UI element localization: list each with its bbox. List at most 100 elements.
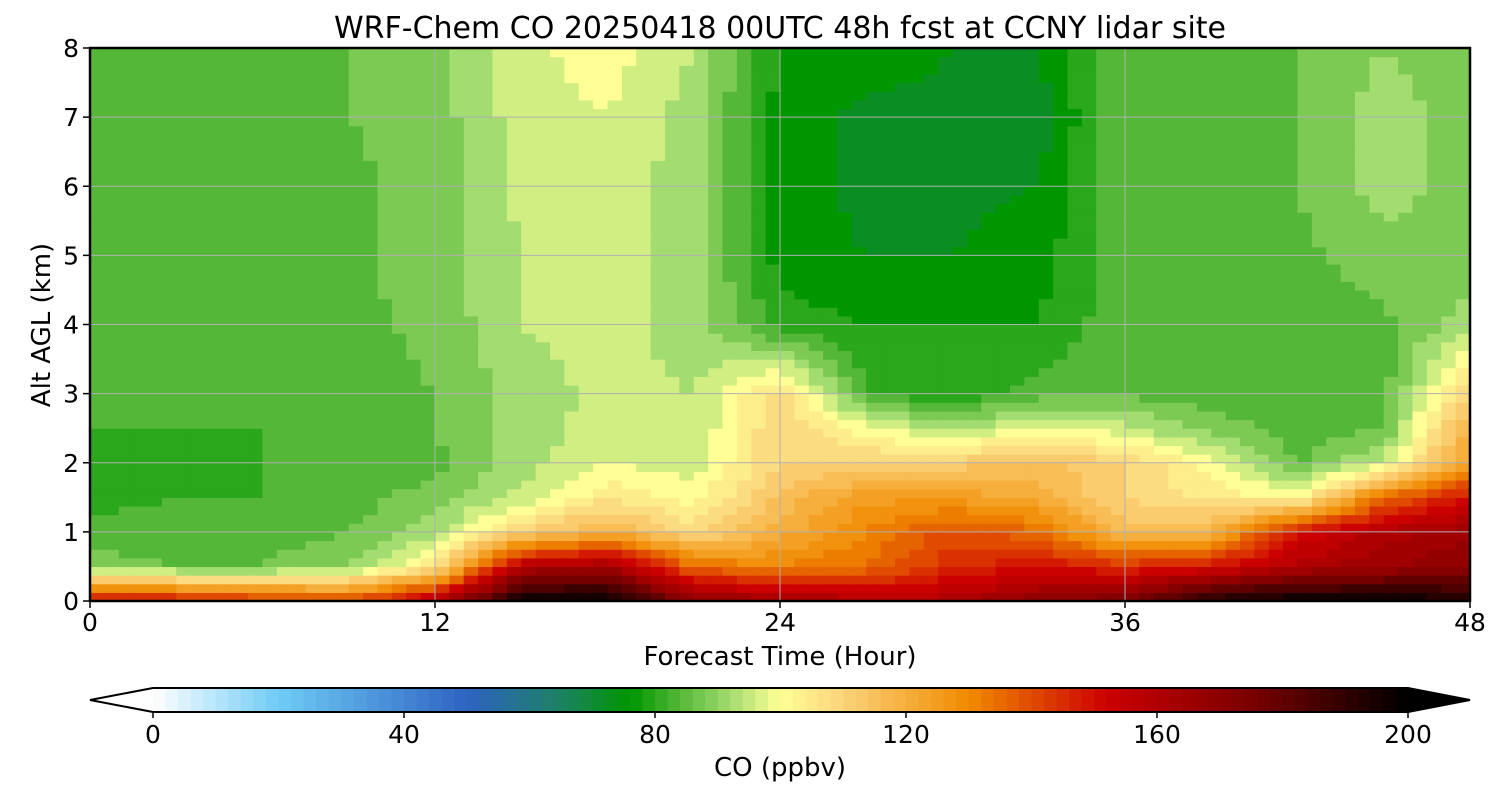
- heatmap-cell: [966, 384, 982, 395]
- heatmap-cell: [1081, 117, 1097, 127]
- heatmap-cell: [334, 376, 350, 386]
- heatmap-cell: [1182, 134, 1198, 144]
- heatmap-cell: [147, 350, 163, 360]
- heatmap-cell: [133, 523, 149, 533]
- heatmap-cell: [895, 212, 910, 222]
- heatmap-cell: [1010, 194, 1025, 205]
- heatmap-cell: [276, 376, 292, 386]
- heatmap-cell: [176, 82, 192, 92]
- heatmap-cell: [751, 436, 767, 447]
- heatmap-cell: [823, 151, 839, 161]
- heatmap-cell: [952, 91, 968, 101]
- heatmap-cell: [564, 298, 580, 308]
- heatmap-cell: [478, 445, 494, 455]
- heatmap-cell: [823, 333, 839, 343]
- heatmap-cell: [895, 350, 910, 360]
- heatmap-cell: [348, 82, 364, 92]
- heatmap-cell: [1182, 160, 1198, 170]
- heatmap-cell: [435, 220, 450, 231]
- heatmap-cell: [219, 73, 235, 84]
- heatmap-cell: [90, 410, 105, 421]
- heatmap-cell: [751, 488, 767, 498]
- heatmap-cell: [794, 549, 810, 559]
- heatmap-cell: [463, 393, 479, 403]
- heatmap-cell: [679, 48, 695, 58]
- heatmap-cell: [506, 402, 522, 412]
- heatmap-cell: [1139, 454, 1155, 464]
- heatmap-cell: [334, 56, 350, 66]
- heatmap-cell: [391, 566, 407, 576]
- heatmap-cell: [1196, 575, 1212, 585]
- heatmap-cell: [248, 575, 264, 585]
- heatmap-cell: [420, 523, 436, 533]
- heatmap-cell: [320, 125, 335, 136]
- heatmap-cell: [348, 480, 364, 490]
- heatmap-cell: [1182, 177, 1198, 187]
- heatmap-cell: [966, 359, 982, 369]
- heatmap-cell: [1010, 497, 1025, 507]
- heatmap-cell: [765, 246, 781, 256]
- heatmap-cell: [736, 505, 752, 516]
- heatmap-cell: [233, 410, 249, 421]
- heatmap-cell: [535, 497, 551, 507]
- heatmap-cell: [435, 557, 450, 568]
- heatmap-cell: [794, 350, 810, 360]
- heatmap-cell: [391, 324, 407, 334]
- heatmap-cell: [895, 143, 910, 153]
- heatmap-cell: [1110, 376, 1126, 386]
- heatmap-cell: [593, 410, 609, 421]
- heatmap-cell: [420, 454, 436, 464]
- heatmap-cell: [205, 238, 220, 248]
- heatmap-cell: [219, 341, 235, 352]
- heatmap-cell: [104, 108, 120, 118]
- heatmap-cell: [736, 65, 752, 75]
- heatmap-cell: [478, 255, 494, 265]
- heatmap-cell: [693, 65, 709, 75]
- heatmap-cell: [190, 186, 206, 196]
- heatmap-cell: [866, 471, 882, 481]
- heatmap-cell: [1024, 428, 1040, 438]
- heatmap-cell: [966, 229, 982, 239]
- heatmap-cell: [679, 350, 695, 360]
- heatmap-cell: [1081, 505, 1097, 516]
- heatmap-cell: [190, 220, 206, 231]
- heatmap-cell: [334, 402, 350, 412]
- heatmap-cell: [391, 488, 407, 498]
- heatmap-cell: [190, 108, 206, 118]
- heatmap-cell: [305, 307, 321, 317]
- heatmap-cell: [521, 298, 537, 308]
- heatmap-cell: [233, 462, 249, 472]
- heatmap-cell: [190, 402, 206, 412]
- heatmap-cell: [765, 203, 781, 213]
- heatmap-cell: [550, 333, 565, 343]
- heatmap-cell: [205, 203, 220, 213]
- heatmap-cell: [1153, 315, 1169, 326]
- heatmap-cell: [1038, 428, 1054, 438]
- heatmap-cell: [708, 497, 724, 507]
- heatmap-cell: [880, 497, 896, 507]
- heatmap-cell: [564, 48, 580, 58]
- heatmap-cell: [248, 134, 264, 144]
- heatmap-cell: [420, 471, 436, 481]
- heatmap-cell: [521, 194, 537, 205]
- heatmap-cell: [693, 307, 709, 317]
- heatmap-cell: [348, 220, 364, 231]
- heatmap-cell: [851, 315, 867, 326]
- heatmap-cell: [521, 523, 537, 533]
- heatmap-cell: [708, 549, 724, 559]
- heatmap-cell: [161, 410, 177, 421]
- heatmap-cell: [650, 125, 666, 136]
- heatmap-cell: [1096, 73, 1112, 84]
- heatmap-cell: [118, 376, 134, 386]
- heatmap-cell: [1038, 272, 1054, 282]
- heatmap-cell: [1182, 480, 1198, 490]
- heatmap-cell: [1110, 540, 1126, 550]
- heatmap-cell: [751, 592, 767, 601]
- heatmap-cell: [952, 177, 968, 187]
- heatmap-cell: [751, 73, 767, 84]
- heatmap-cell: [880, 505, 896, 516]
- heatmap-cell: [650, 393, 666, 403]
- heatmap-cell: [133, 125, 149, 136]
- heatmap-cell: [233, 324, 249, 334]
- heatmap-cell: [794, 497, 810, 507]
